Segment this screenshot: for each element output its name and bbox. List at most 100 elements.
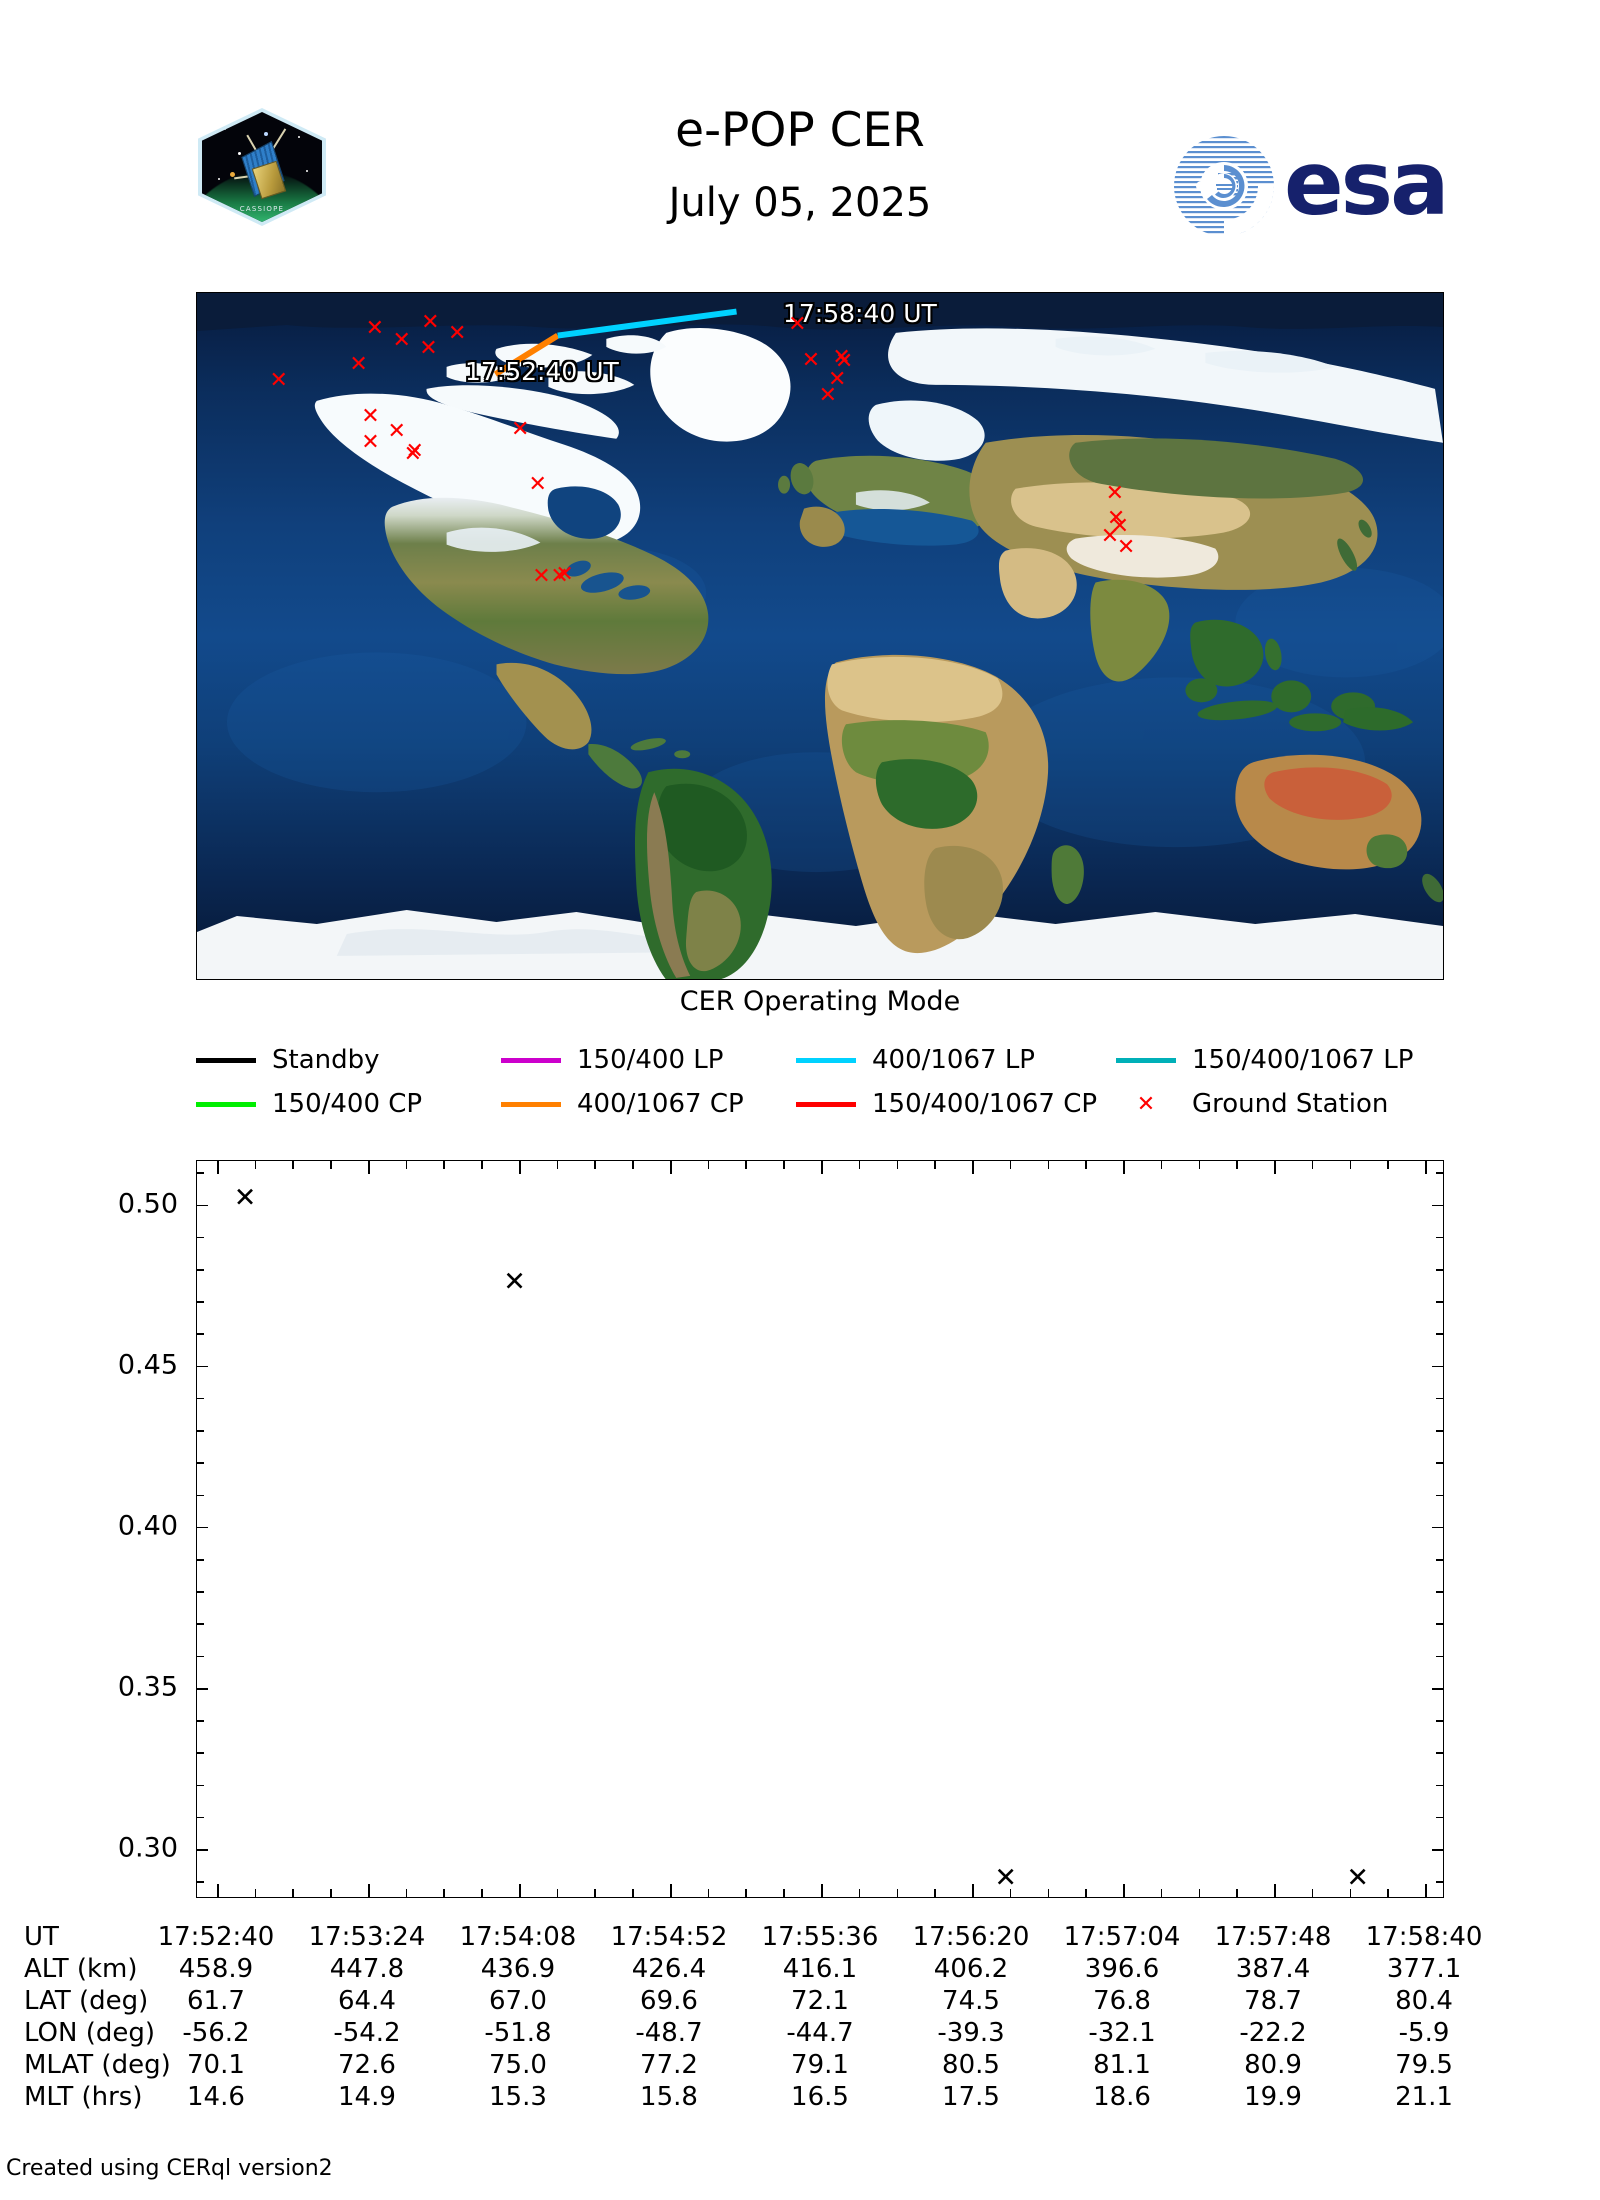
x-axis-tick [367, 1161, 370, 1174]
x-axis-minor-tick [896, 1889, 899, 1897]
y-axis-minor-tick [1436, 1720, 1443, 1722]
legend-color-swatch [196, 1057, 256, 1063]
table-cell: 17:57:48 [1214, 1922, 1332, 1952]
ground-station-marker-icon: ✕ [392, 327, 411, 353]
x-axis-minor-tick [1160, 1889, 1163, 1897]
x-axis-minor-tick [292, 1889, 295, 1897]
logo-caption: CASSIOPE [239, 205, 285, 213]
ground-station-marker-icon: ✕ [403, 442, 423, 468]
star-icon [218, 178, 220, 180]
star-icon [238, 152, 241, 155]
table-cell: 458.9 [178, 1954, 254, 1984]
x-axis-tick [216, 1884, 219, 1897]
table-cell: 72.6 [338, 2050, 396, 2080]
legend-entry-label: 150/400/1067 LP [1192, 1045, 1414, 1075]
table-cell: 15.8 [640, 2082, 698, 2112]
ground-station-marker-icon: ✕ [532, 564, 551, 590]
legend-entry-label: Standby [272, 1045, 380, 1075]
x-axis-minor-tick [1236, 1161, 1238, 1169]
table-cell: 416.1 [782, 1954, 858, 1984]
y-axis-minor-tick [1436, 1655, 1443, 1658]
y-axis-tick [1432, 1365, 1443, 1368]
x-axis-minor-tick [254, 1161, 257, 1169]
x-axis-minor-tick [745, 1161, 748, 1169]
table-cell: 67.0 [489, 1986, 547, 2016]
x-axis-tick [518, 1884, 521, 1897]
ground-station-marker-icon: ✕ [528, 471, 547, 497]
x-axis-minor-tick [1198, 1161, 1201, 1169]
y-axis-minor-tick [1436, 1623, 1443, 1626]
table-cell: 79.1 [791, 2050, 849, 2080]
legend-entry[interactable]: ✕ Ground Station [1116, 1084, 1389, 1124]
esa-wordmark: esa [1284, 132, 1449, 235]
y-axis-minor-tick [197, 1816, 204, 1819]
table-cell: 80.9 [1244, 2050, 1302, 2080]
legend-entry[interactable]: 150/400 CP [196, 1084, 422, 1124]
data-point-marker: ✕ [233, 1182, 257, 1214]
table-cell: 436.9 [480, 1954, 556, 1984]
table-row: ALT (km) 458.9 447.8 436.9 426.4 416.1 406.2 39… [24, 1954, 1584, 1986]
table-cell: 447.8 [329, 1954, 405, 1984]
y-axis-minor-tick [197, 1720, 204, 1722]
x-axis-minor-tick [1349, 1161, 1352, 1169]
table-cell: 17.5 [942, 2082, 1000, 2112]
ground-station-marker-icon: ✕ [349, 351, 368, 377]
y-axis-minor-tick [1436, 1397, 1443, 1400]
table-cell: 80.4 [1395, 1986, 1453, 2016]
x-axis-minor-tick [594, 1161, 597, 1169]
ground-station-marker-icon: ✕ [421, 309, 440, 335]
y-axis-minor-tick [197, 1236, 204, 1239]
data-point-marker: ✕ [503, 1266, 526, 1298]
table-cell: 75.0 [489, 2050, 547, 2080]
y-axis-tick [1432, 1849, 1443, 1851]
x-axis-tick [669, 1161, 672, 1174]
legend-entry[interactable]: 150/400 LP [501, 1040, 723, 1080]
x-axis-tick [216, 1161, 219, 1174]
table-row: LON (deg) -56.2 -54.2 -51.8 -48.7 -44.7 -39.3 -… [24, 2018, 1584, 2050]
x-axis-tick [1274, 1884, 1276, 1897]
ground-station-marker-icon: ✕ [1105, 481, 1125, 507]
cer-current-scatter-plot[interactable]: ✕ ✕ ✕ ✕ [196, 1160, 1444, 1898]
x-axis-minor-tick [1009, 1161, 1012, 1169]
table-cell: -56.2 [182, 2018, 250, 2048]
cassiope-mission-logo: CASSIOPE [198, 108, 326, 226]
legend-color-swatch [1116, 1057, 1176, 1063]
x-axis-minor-tick [1236, 1889, 1238, 1897]
legend-entry[interactable]: 400/1067 LP [796, 1040, 1035, 1080]
table-cell: 15.3 [489, 2082, 547, 2112]
ground-station-marker-icon: ✕ [1106, 506, 1126, 532]
y-axis-minor-tick [1436, 1268, 1443, 1271]
x-axis-minor-tick [594, 1889, 597, 1897]
x-axis-minor-tick [1047, 1161, 1050, 1169]
y-axis-minor-tick [197, 1784, 204, 1787]
table-cell: 61.7 [187, 1986, 245, 2016]
ground-station-marker-icon: ✕ [447, 320, 467, 346]
ephemeris-table: UT 17:52:40 17:53:24 17:54:08 17:54:52 17:55:… [24, 1922, 1584, 2114]
track-segment-400-1067-lp [557, 308, 737, 339]
legend-entry[interactable]: 150/400/1067 LP [1116, 1040, 1413, 1080]
ground-station-marker-icon: ✕ [1136, 1091, 1156, 1117]
ground-station-marker-icon: ✕ [405, 438, 424, 464]
table-cell: 17:55:36 [761, 1922, 879, 1952]
y-axis-minor-tick [197, 1655, 204, 1658]
data-point-marker: ✕ [994, 1862, 1018, 1894]
legend-entry[interactable]: 150/400/1067 CP [796, 1084, 1097, 1124]
y-axis-minor-tick [1436, 1430, 1443, 1432]
x-axis-minor-tick [405, 1889, 408, 1897]
legend-entry[interactable]: Standby [196, 1040, 380, 1080]
y-axis-tick-label: 0.40 [117, 1510, 178, 1542]
page-title: e-POP CER [675, 103, 925, 158]
y-axis-tick-label: 0.45 [117, 1349, 178, 1381]
ground-station-marker-icon: ✕ [1100, 523, 1120, 549]
ground-station-marker-icon: ✕ [419, 335, 438, 361]
table-row-label: UT [24, 1922, 59, 1952]
x-axis-tick [518, 1161, 521, 1174]
legend-entry[interactable]: 400/1067 CP [501, 1084, 744, 1124]
x-axis-minor-tick [1085, 1889, 1087, 1897]
table-cell: 64.4 [338, 1986, 396, 2016]
table-cell: 387.4 [1235, 1954, 1311, 1984]
x-axis-minor-tick [481, 1889, 483, 1897]
world-map-panel[interactable]: 17:52:40 UT 17:58:40 UT ✕ ✕ ✕ ✕ ✕ ✕ ✕ ✕ ✕ ✕ ✕ ✕ ✕ ✕ ✕ ✕… [196, 292, 1444, 980]
y-axis-tick [197, 1849, 208, 1851]
star-icon [306, 170, 308, 172]
